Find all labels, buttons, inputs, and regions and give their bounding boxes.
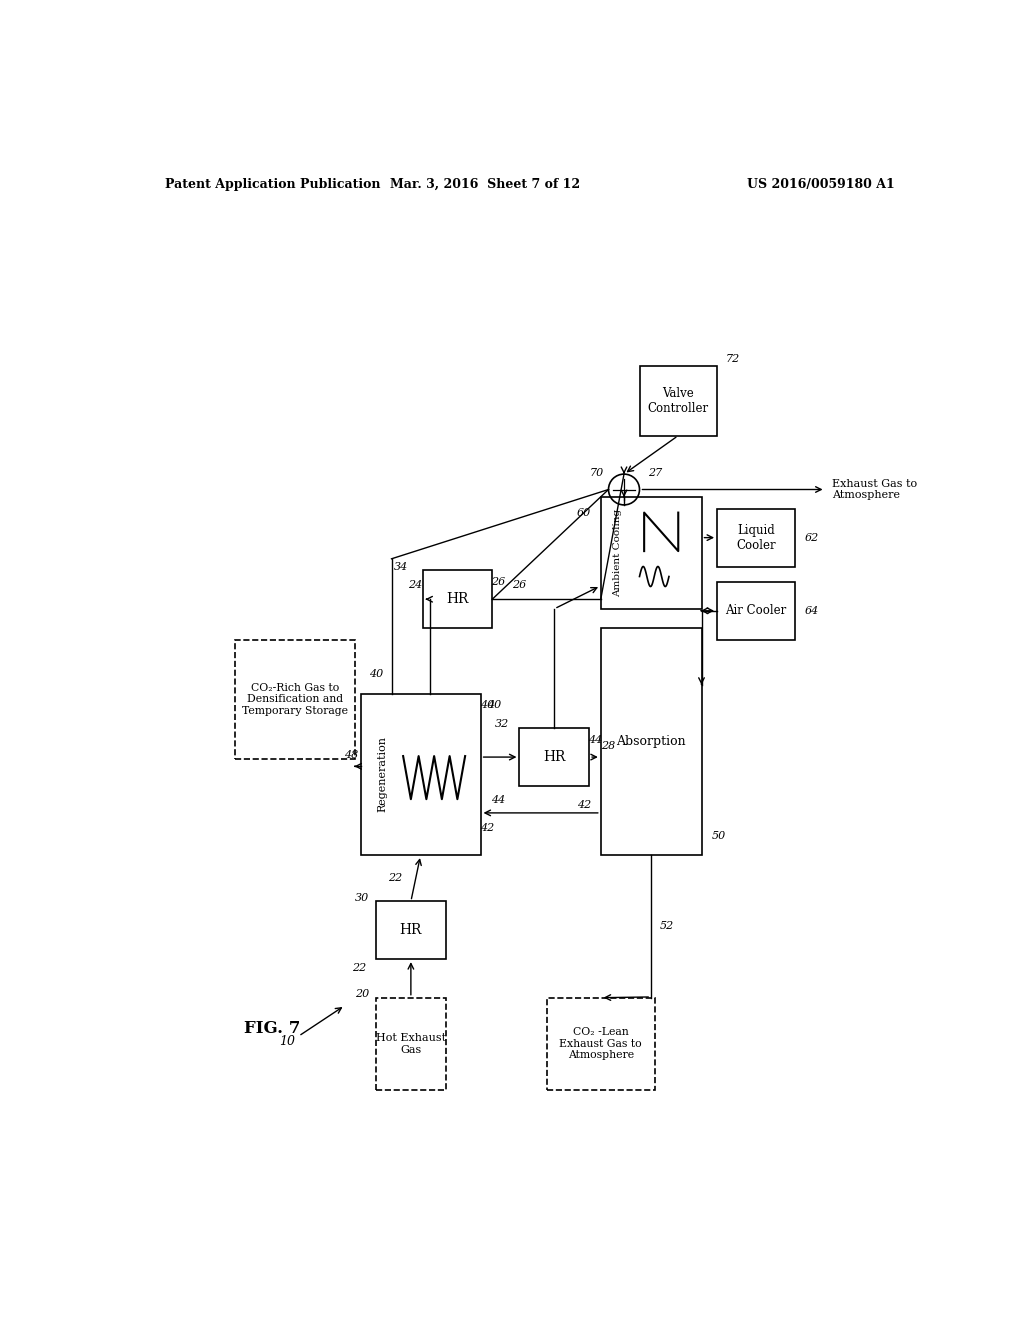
Text: HR: HR: [399, 923, 422, 937]
Text: Mar. 3, 2016  Sheet 7 of 12: Mar. 3, 2016 Sheet 7 of 12: [390, 178, 581, 190]
Bar: [601, 628, 701, 855]
Text: 44: 44: [490, 795, 505, 805]
Text: 42: 42: [577, 800, 591, 810]
Text: 10: 10: [279, 1035, 295, 1048]
Text: HR: HR: [543, 750, 565, 764]
Bar: [423, 570, 493, 628]
Bar: [547, 998, 655, 1090]
Bar: [601, 498, 701, 609]
Text: 40: 40: [369, 669, 383, 680]
Text: 62: 62: [805, 533, 818, 543]
Text: FIG. 7: FIG. 7: [245, 1020, 301, 1038]
Text: 48: 48: [344, 750, 358, 760]
Text: Valve
Controller: Valve Controller: [648, 387, 709, 414]
Text: HR: HR: [446, 593, 469, 606]
Text: 52: 52: [659, 921, 674, 932]
Text: 32: 32: [496, 719, 510, 730]
Text: 64: 64: [805, 606, 818, 615]
Text: 27: 27: [648, 467, 663, 478]
Text: 30: 30: [355, 892, 370, 903]
Text: 22: 22: [388, 874, 402, 883]
Text: Ambient Cooling: Ambient Cooling: [613, 510, 623, 597]
Text: US 2016/0059180 A1: US 2016/0059180 A1: [746, 178, 895, 190]
Text: 50: 50: [712, 832, 726, 841]
Text: Liquid
Cooler: Liquid Cooler: [736, 524, 775, 552]
Bar: [519, 729, 589, 785]
Text: 34: 34: [393, 561, 408, 572]
Text: Exhaust Gas to
Atmosphere: Exhaust Gas to Atmosphere: [831, 479, 916, 500]
Text: CO₂-Rich Gas to
Densification and
Temporary Storage: CO₂-Rich Gas to Densification and Tempor…: [242, 682, 348, 715]
Text: 60: 60: [577, 508, 591, 517]
Bar: [717, 508, 795, 566]
Text: 28: 28: [601, 741, 615, 751]
Text: Regeneration: Regeneration: [377, 737, 387, 812]
Text: 70: 70: [590, 467, 604, 478]
Bar: [234, 640, 355, 759]
Text: Hot Exhaust
Gas: Hot Exhaust Gas: [376, 1034, 445, 1055]
Text: Absorption: Absorption: [616, 735, 686, 748]
Bar: [717, 582, 795, 640]
Text: Patent Application Publication: Patent Application Publication: [165, 178, 381, 190]
Text: 26: 26: [512, 581, 526, 590]
Bar: [360, 693, 480, 855]
Bar: [376, 902, 445, 960]
Bar: [376, 998, 445, 1090]
Text: CO₂ -Lean
Exhaust Gas to
Atmosphere: CO₂ -Lean Exhaust Gas to Atmosphere: [559, 1027, 642, 1060]
Text: 22: 22: [352, 964, 366, 973]
Text: 20: 20: [355, 989, 370, 999]
Text: 40: 40: [479, 700, 494, 710]
Bar: [640, 367, 717, 436]
Text: 24: 24: [408, 581, 422, 590]
Text: 44: 44: [588, 735, 602, 744]
Text: 42: 42: [479, 824, 494, 833]
Text: 26: 26: [492, 577, 506, 587]
Text: 40: 40: [487, 700, 502, 710]
Text: Air Cooler: Air Cooler: [725, 605, 786, 618]
Text: 72: 72: [725, 354, 739, 363]
